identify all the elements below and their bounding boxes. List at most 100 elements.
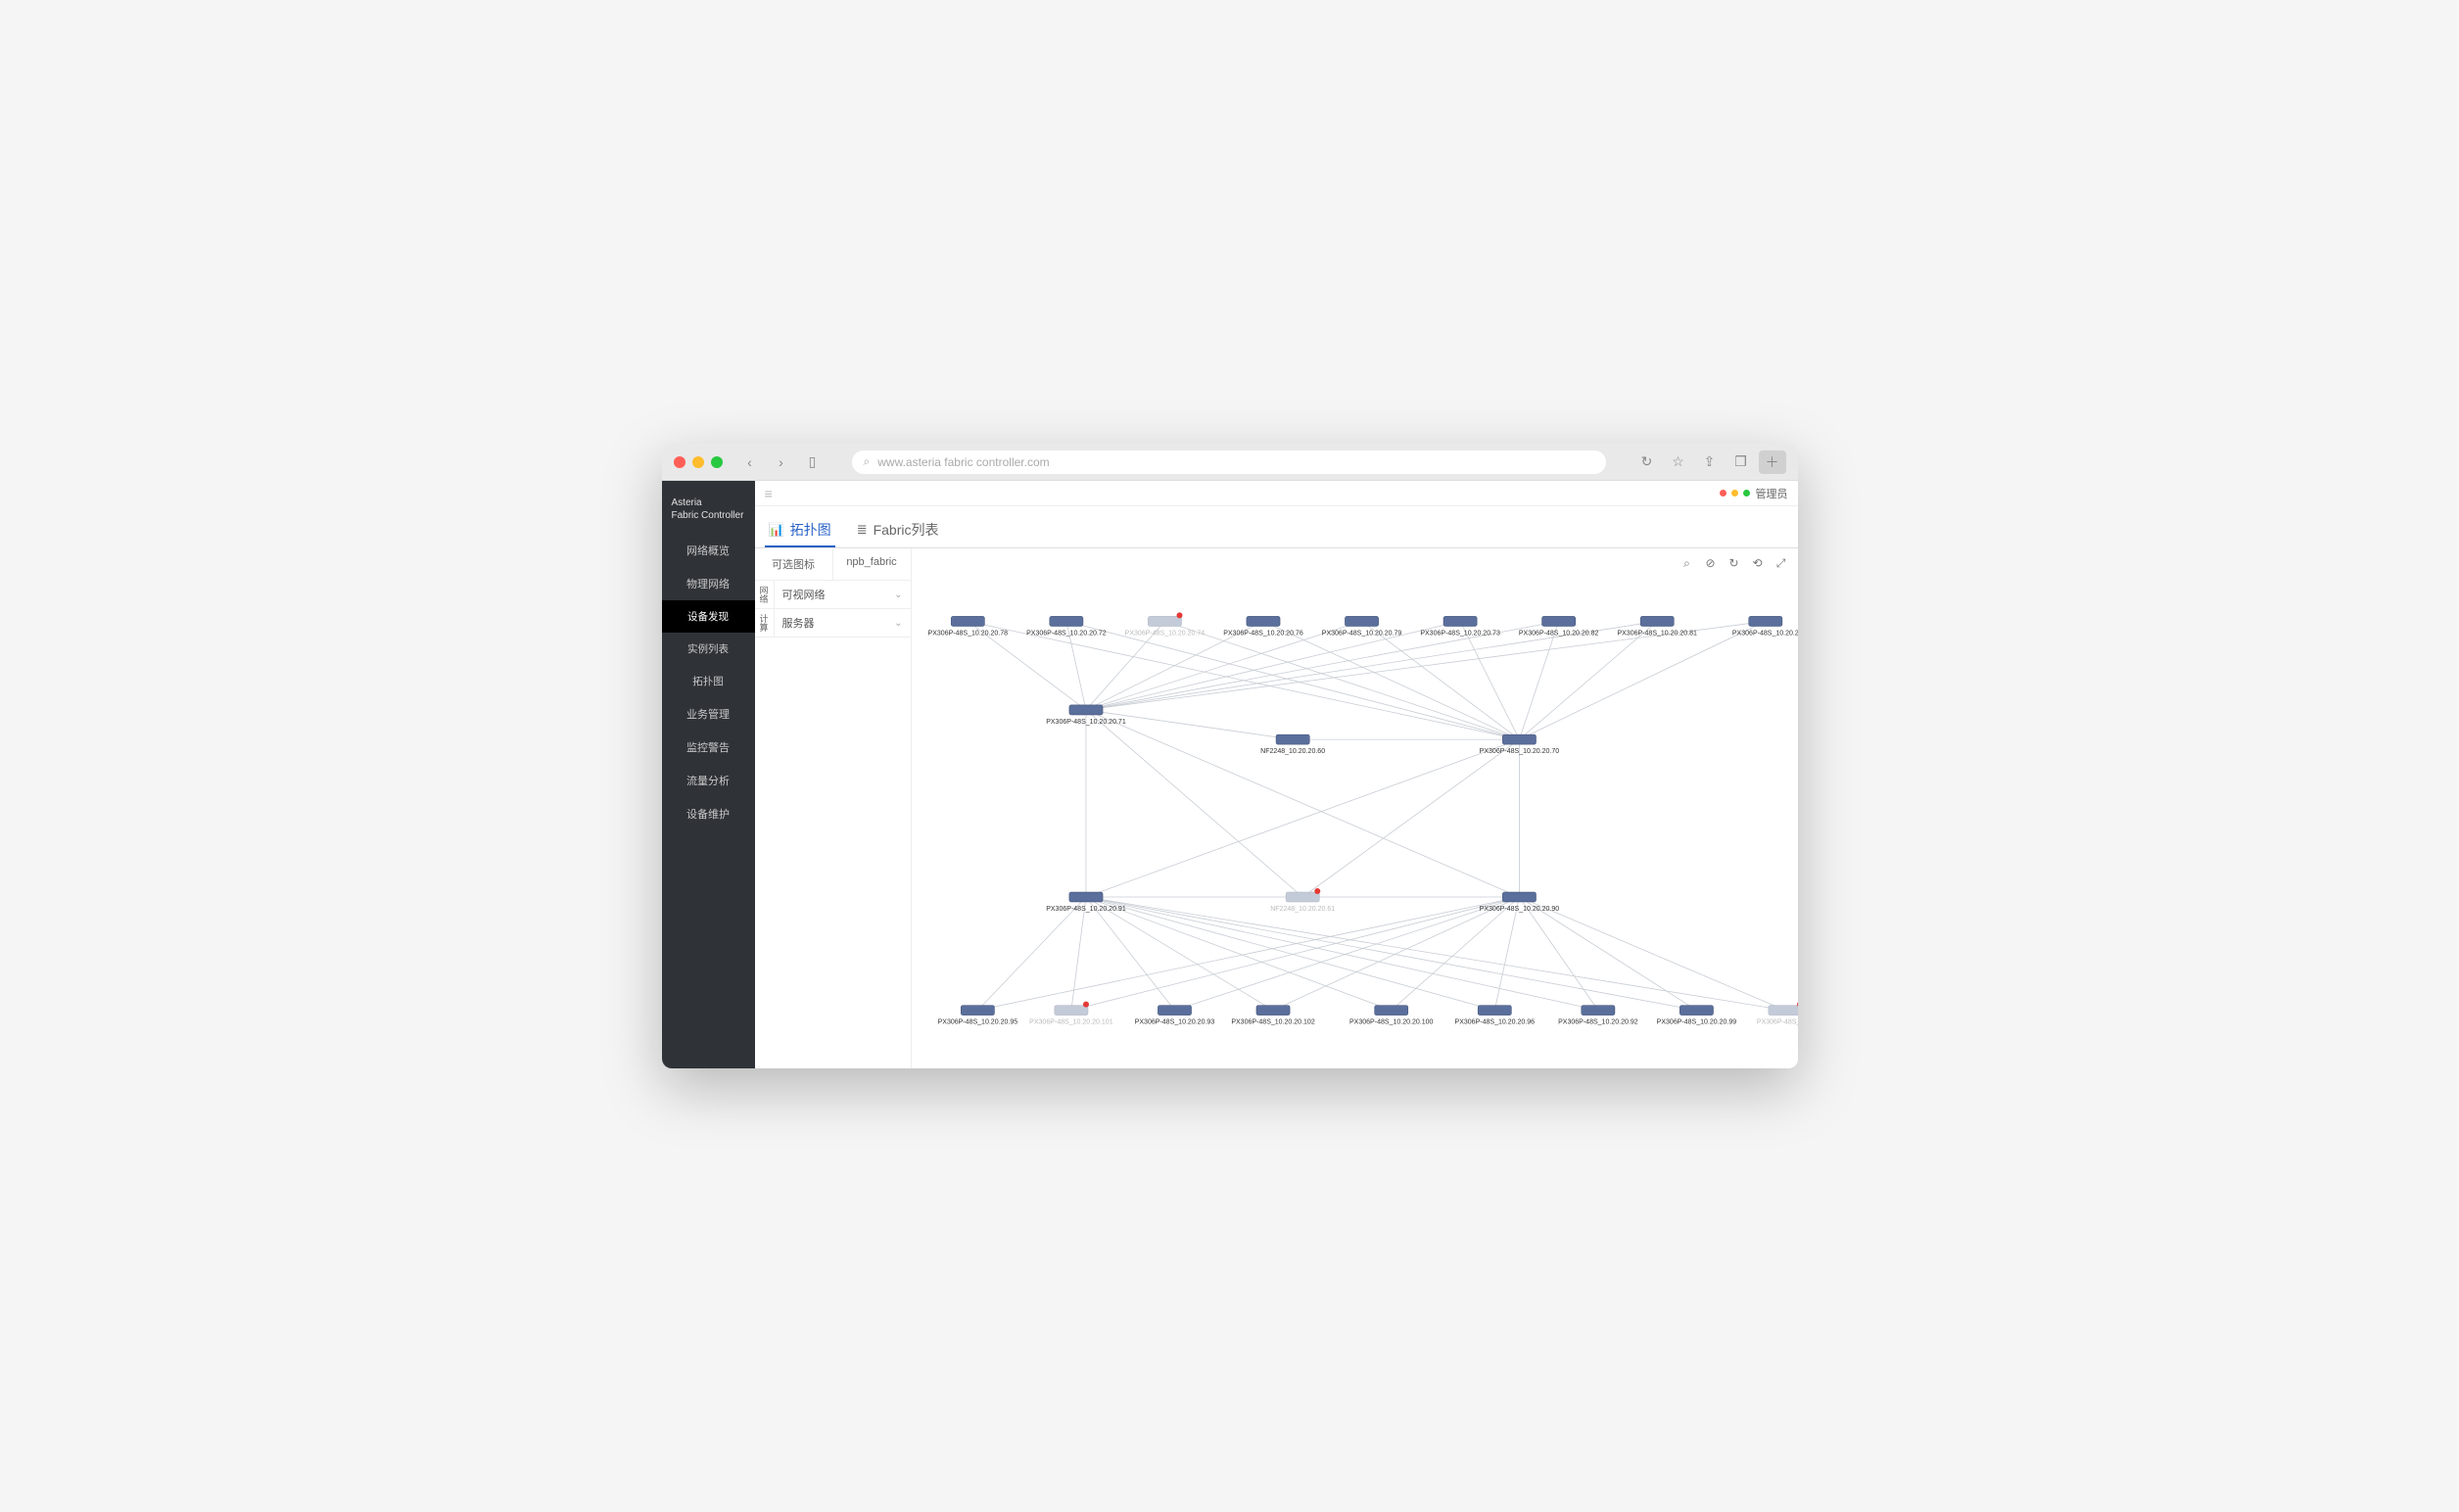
topology-node[interactable]: PX306P-48S_10.20.20.81 (1617, 616, 1697, 637)
canvas-tool-button[interactable]: ⤢ (1773, 554, 1790, 572)
topology-edge (1519, 897, 1785, 1011)
node-label: PX306P-48S_10.20.2 (1731, 631, 1797, 638)
status-dot (1743, 490, 1750, 496)
topology-node[interactable]: PX306P-48S_10.20.20.90 (1479, 892, 1559, 913)
app-topbar: ≡ 管理员 (755, 481, 1798, 506)
bookmark-button[interactable]: ☆ (1665, 450, 1692, 474)
node-label: PX306P-48S_10.20.20.71 (1046, 719, 1126, 726)
status-dot (1720, 490, 1726, 496)
filter-select[interactable]: 可视网络⌄ (775, 581, 911, 608)
topology-edge (1085, 897, 1391, 1011)
canvas-tool-button[interactable]: ⊘ (1702, 554, 1720, 572)
topology-node[interactable]: PX306P-48S_10.20.20.93 (1134, 1006, 1214, 1026)
sidebar-item[interactable]: 拓扑图 (662, 665, 755, 697)
app-sidebar: Asteria Fabric Controller 网络概览物理网络设备发现实例… (662, 481, 755, 1068)
window-minimize-icon[interactable] (692, 456, 704, 468)
node-label: PX306P-48S_10.2 (1756, 1019, 1797, 1026)
view-tab[interactable]: 📊 拓扑图 (765, 514, 835, 547)
canvas-tool-button[interactable]: ⌕ (1679, 554, 1696, 572)
topology-node[interactable]: PX306P-48S_10.20.20.73 (1420, 616, 1500, 637)
topology-edge (1085, 897, 1695, 1011)
topology-node[interactable]: PX306P-48S_10.20.20.72 (1026, 616, 1107, 637)
tabs-button[interactable]: ❐ (1727, 450, 1755, 474)
canvas-tool-button[interactable]: ↻ (1726, 554, 1743, 572)
topology-node[interactable]: PX306P-48S_10.20.20.99 (1656, 1006, 1736, 1026)
app-root: Asteria Fabric Controller 网络概览物理网络设备发现实例… (662, 481, 1798, 1068)
sidebar-item[interactable]: 流量分析 (662, 764, 755, 797)
sidebar-item[interactable]: 设备维护 (662, 797, 755, 830)
node-label: PX306P-48S_10.20.20.70 (1479, 748, 1559, 755)
menu-icon[interactable]: ≡ (765, 486, 773, 501)
filter-select[interactable]: 服务器⌄ (775, 609, 911, 637)
filter-group-label: 网络 (755, 581, 775, 608)
sidebar-item[interactable]: 设备发现 (662, 600, 755, 633)
user-label[interactable]: 管理员 (1756, 486, 1788, 501)
sidebar-toggle-button[interactable]: ▯ (801, 451, 825, 473)
brand-line2: Fabric Controller (672, 509, 745, 522)
topology-edge (1174, 897, 1519, 1011)
url-bar[interactable]: ⌕ www.asteria fabric controller.com (852, 450, 1606, 474)
share-button[interactable]: ⇪ (1696, 450, 1724, 474)
nav-back-button[interactable]: ‹ (738, 451, 762, 473)
topology-edge (1085, 739, 1518, 897)
node-label: PX306P-48S_10.20.20.93 (1134, 1019, 1214, 1026)
new-tab-button[interactable]: ＋ (1759, 450, 1786, 474)
topology-node[interactable]: PX306P-48S_10.20.20.102 (1231, 1006, 1315, 1026)
topology-node[interactable]: PX306P-48S_10.20.20.78 (927, 616, 1008, 637)
topology-edge (1070, 897, 1519, 1011)
canvas-tool-button[interactable]: ⟲ (1749, 554, 1767, 572)
nav-forward-button[interactable]: › (770, 451, 793, 473)
topology-node[interactable]: PX306P-48S_10.2 (1756, 1002, 1797, 1026)
topology-canvas[interactable]: ⌕⊘↻⟲⤢ PX306P-48S_10.20.20.78PX306P-48S_1… (912, 548, 1798, 1068)
node-label: PX306P-48S_10.20.20.82 (1518, 631, 1598, 638)
tab-label: Fabric列表 (874, 520, 939, 540)
topology-edge (1519, 621, 1657, 739)
filter-row: 计算服务器⌄ (755, 609, 911, 638)
canvas-toolbar: ⌕ ⊘ ↻ ⟲ ⤢ (1679, 554, 1790, 572)
panel-tab-fabric[interactable]: npb_fabric (833, 548, 911, 580)
content-area: 可选图标 npb_fabric 网络可视网络⌄计算服务器⌄ ⌕ ⊘ ↻ ⟲ ⤢ PX30… (755, 548, 1798, 1068)
window-zoom-icon[interactable] (711, 456, 723, 468)
panel-tab-icons[interactable]: 可选图标 (755, 548, 833, 580)
reload-button[interactable]: ↻ (1633, 450, 1661, 474)
topology-node[interactable]: PX306P-48S_10.20.20.92 (1558, 1006, 1638, 1026)
topology-svg[interactable]: PX306P-48S_10.20.20.78 PX306P-48S_10.20.2… (912, 548, 1798, 1068)
topology-node[interactable]: NF2248_10.20.20.61 (1270, 888, 1335, 913)
browser-chrome: ‹ › ▯ ⌕ www.asteria fabric controller.co… (662, 444, 1798, 481)
topology-edge (1070, 897, 1085, 1011)
topology-node[interactable]: PX306P-48S_10.20.20.79 (1321, 616, 1401, 637)
main-area: ≡ 管理员 📊 拓扑图 ≣Fabric列表 可选图标 npb_fabric 网络可视… (755, 481, 1798, 1068)
sidebar-item[interactable]: 业务管理 (662, 697, 755, 731)
node-label: PX306P-48S_10.20.20.102 (1231, 1019, 1315, 1026)
topology-node[interactable]: PX306P-48S_10.20.20.100 (1348, 1006, 1433, 1026)
tab-label: 拓扑图 (790, 520, 831, 540)
topology-edge (1494, 897, 1519, 1011)
topology-edge (1273, 897, 1519, 1011)
topology-node[interactable]: NF2248_10.20.20.60 (1260, 734, 1325, 755)
node-label: PX306P-48S_10.20.20.92 (1558, 1019, 1638, 1026)
alert-dot-icon (1176, 612, 1182, 618)
node-label: PX306P-48S_10.20.20.100 (1348, 1019, 1433, 1026)
topology-edge (1085, 897, 1784, 1011)
topology-node[interactable]: PX306P-48S_10.20.20.74 (1124, 612, 1205, 637)
sidebar-item[interactable]: 实例列表 (662, 633, 755, 665)
topology-node[interactable]: PX306P-48S_10.20.20.76 (1223, 616, 1303, 637)
sidebar-item[interactable]: 物理网络 (662, 567, 755, 600)
browser-window: ‹ › ▯ ⌕ www.asteria fabric controller.co… (662, 444, 1798, 1068)
sidebar-item[interactable]: 监控警告 (662, 731, 755, 764)
window-close-icon[interactable] (674, 456, 686, 468)
node-label: NF2248_10.20.20.60 (1260, 748, 1325, 755)
node-label: PX306P-48S_10.20.20.78 (927, 631, 1008, 638)
tab-icon: 📊 (769, 522, 784, 538)
topology-node[interactable]: PX306P-48S_10.20.20.101 (1029, 1002, 1113, 1026)
topology-node[interactable]: PX306P-48S_10.20.20.95 (937, 1006, 1017, 1026)
filter-row: 网络可视网络⌄ (755, 581, 911, 609)
node-label: PX306P-48S_10.20.20.99 (1656, 1019, 1736, 1026)
node-label: PX306P-48S_10.20.20.73 (1420, 631, 1500, 638)
sidebar-item[interactable]: 网络概览 (662, 534, 755, 567)
topology-edge (977, 897, 1086, 1011)
topology-node[interactable]: PX306P-48S_10.20.20.96 (1454, 1006, 1535, 1026)
view-tab[interactable]: ≣Fabric列表 (853, 514, 943, 547)
topology-node[interactable]: PX306P-48S_10.20.2 (1731, 616, 1797, 637)
topology-edge (1302, 739, 1519, 897)
